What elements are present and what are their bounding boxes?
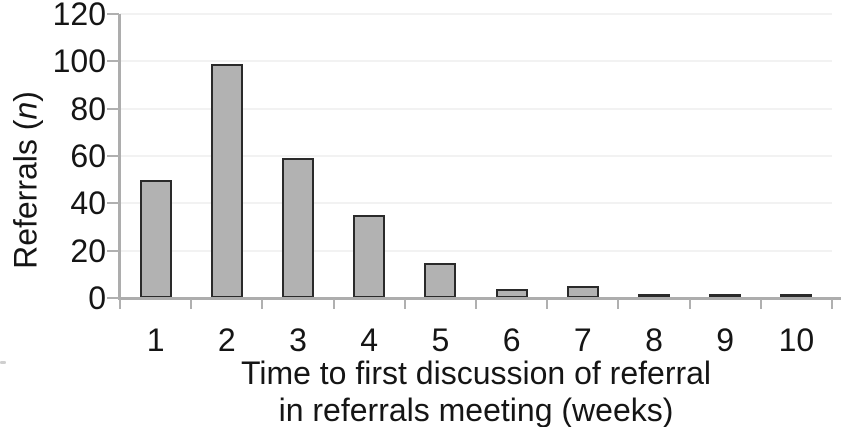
gridline-y-80 xyxy=(120,107,832,110)
x-tick-label-9: 9 xyxy=(716,322,735,358)
y-tick-mark-120 xyxy=(107,13,119,15)
x-tick-label-8: 8 xyxy=(645,322,663,358)
x-tick-mark-9 xyxy=(759,299,762,309)
x-tick-label-7: 7 xyxy=(573,322,592,358)
x-tick-label-5: 5 xyxy=(431,322,450,358)
gridline-y-100 xyxy=(120,60,832,63)
scan-artifact xyxy=(0,361,6,364)
y-tick-label-60: 60 xyxy=(70,138,106,174)
gridline-y-20 xyxy=(120,249,832,252)
x-tick-mark-2 xyxy=(261,299,264,309)
gridline-y-120 xyxy=(120,13,832,15)
plot-area xyxy=(120,13,832,298)
x-tick-mark-5 xyxy=(475,299,477,309)
y-tick-mark-100 xyxy=(107,60,119,63)
gridline-y-60 xyxy=(120,155,832,157)
y-tick-label-40: 40 xyxy=(70,185,106,222)
x-axis-title: Time to first discussion of referral in … xyxy=(120,355,832,427)
x-tick-label-3: 3 xyxy=(289,322,307,358)
x-tick-mark-10 xyxy=(831,299,833,309)
bar-week-6 xyxy=(495,288,528,298)
x-tick-mark-8 xyxy=(688,299,691,309)
x-tick-mark-0 xyxy=(119,299,121,309)
y-tick-mark-40 xyxy=(107,202,119,205)
bar-week-2 xyxy=(210,63,243,298)
y-tick-label-80: 80 xyxy=(70,90,106,127)
y-tick-mark-80 xyxy=(107,107,119,110)
x-tick-mark-4 xyxy=(403,299,406,309)
x-tick-label-6: 6 xyxy=(502,322,521,358)
x-tick-label-2: 2 xyxy=(217,322,236,358)
bar-week-3 xyxy=(282,158,314,298)
x-tick-mark-6 xyxy=(546,299,549,309)
y-tick-label-100: 100 xyxy=(52,43,106,80)
x-tick-mark-7 xyxy=(617,299,620,309)
x-axis-title-line-1: Time to first discussion of referral xyxy=(240,355,712,391)
x-tick-label-10: 10 xyxy=(778,322,815,358)
bar-week-1 xyxy=(139,179,172,298)
x-tick-mark-1 xyxy=(190,299,193,309)
x-tick-mark-3 xyxy=(332,299,335,309)
y-tick-label-20: 20 xyxy=(70,232,106,269)
y-tick-label-0: 0 xyxy=(88,280,106,316)
y-tick-mark-20 xyxy=(107,249,119,252)
y-tick-mark-60 xyxy=(107,155,119,157)
bar-week-5 xyxy=(424,262,457,298)
x-tick-label-1: 1 xyxy=(146,322,165,358)
x-axis-title-line-2: in referrals meeting (weeks) xyxy=(278,392,674,427)
x-axis-line xyxy=(118,297,841,300)
y-tick-mark-0 xyxy=(107,297,119,299)
bar-week-4 xyxy=(353,215,386,298)
x-tick-label-4: 4 xyxy=(360,322,379,358)
y-axis-line xyxy=(118,14,121,300)
gridline-y-40 xyxy=(120,202,832,205)
y-tick-label-120: 120 xyxy=(52,0,106,32)
